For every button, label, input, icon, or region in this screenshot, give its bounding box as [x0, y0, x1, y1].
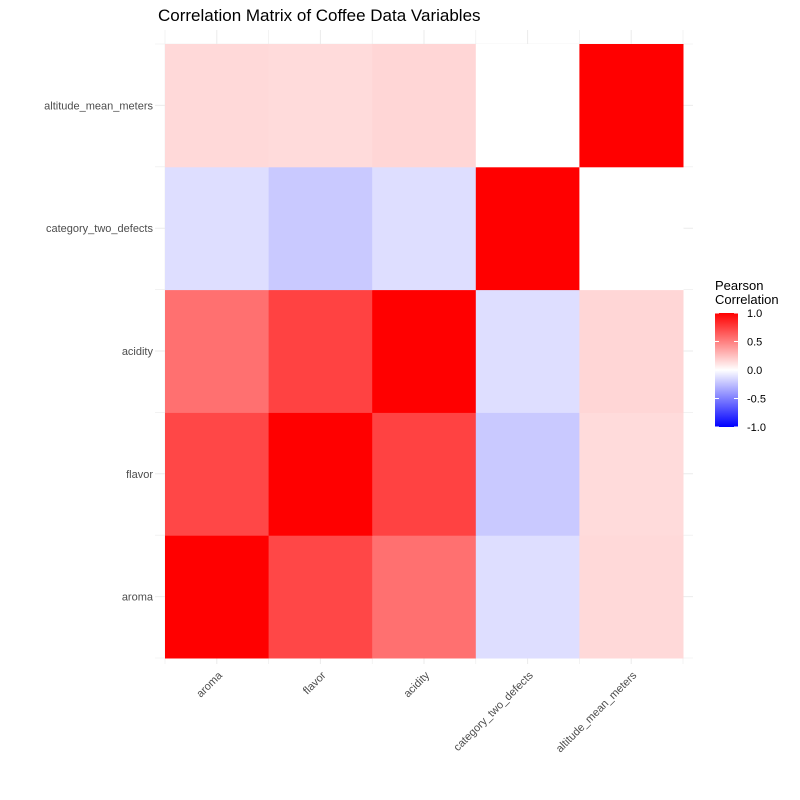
heatmap-cell — [372, 166, 477, 291]
heatmap-cell — [579, 44, 684, 168]
x-tick-label: aroma — [194, 669, 225, 700]
heatmap-cell — [475, 289, 580, 413]
legend-colorbar — [715, 313, 738, 427]
legend-tick-label: 0.0 — [747, 365, 762, 377]
heatmap-cell — [165, 535, 270, 659]
heatmap-cell — [372, 289, 477, 413]
heatmap-cell — [165, 412, 270, 536]
heatmap-cell — [372, 412, 477, 536]
heatmap-cell — [165, 44, 270, 168]
heatmap-cell — [165, 166, 270, 291]
y-axis: aroma flavor acidity category_two_defects al… — [44, 100, 154, 603]
heatmap-tiles — [165, 44, 684, 659]
heatmap-cell — [475, 166, 580, 291]
heatmap-cell — [475, 412, 580, 536]
heatmap-cell — [372, 44, 477, 168]
y-tick-label: acidity — [122, 346, 154, 358]
x-axis: aroma flavor acidity category_two_defects al… — [194, 669, 639, 755]
heatmap-cell — [268, 412, 373, 536]
heatmap-cell — [268, 535, 373, 659]
heatmap-cell — [475, 535, 580, 659]
legend-tick-label: -1.0 — [747, 422, 766, 434]
heatmap-cell — [372, 535, 477, 659]
y-tick-label: altitude_mean_meters — [44, 100, 153, 112]
heatmap-cell — [268, 44, 373, 168]
legend-title-line2: Correlation — [715, 292, 779, 307]
legend-tick-label: 1.0 — [747, 308, 762, 320]
chart-title: Correlation Matrix of Coffee Data Variab… — [158, 6, 481, 25]
x-tick-label: altitude_mean_meters — [554, 669, 640, 755]
y-tick-label: category_two_defects — [46, 223, 154, 235]
x-tick-label: acidity — [402, 669, 433, 700]
heatmap-cell — [579, 535, 684, 659]
heatmap-cell — [579, 289, 684, 413]
x-tick-label: category_two_defects — [452, 669, 537, 754]
legend-title-line1: Pearson — [715, 278, 763, 293]
heatmap-cell — [579, 412, 684, 536]
heatmap-cell — [579, 166, 684, 291]
x-tick-label: flavor — [301, 669, 329, 697]
y-tick-label: aroma — [122, 592, 154, 604]
heatmap-cell — [165, 289, 270, 413]
legend-tick-label: 0.5 — [747, 337, 762, 349]
legend-tick-label: -0.5 — [747, 394, 766, 406]
heatmap-cell — [475, 44, 580, 168]
heatmap-cell — [268, 289, 373, 413]
heatmap-cell — [268, 166, 373, 291]
y-tick-label: flavor — [126, 469, 153, 481]
